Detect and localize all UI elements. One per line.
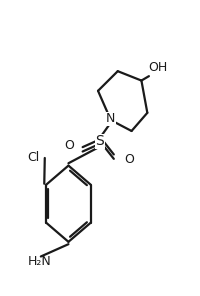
Text: Cl: Cl bbox=[28, 151, 40, 164]
Text: N: N bbox=[106, 112, 116, 125]
Text: S: S bbox=[96, 134, 104, 148]
Text: H₂N: H₂N bbox=[28, 255, 52, 268]
Text: O: O bbox=[64, 139, 74, 152]
Text: OH: OH bbox=[148, 61, 168, 74]
Text: O: O bbox=[125, 153, 135, 166]
